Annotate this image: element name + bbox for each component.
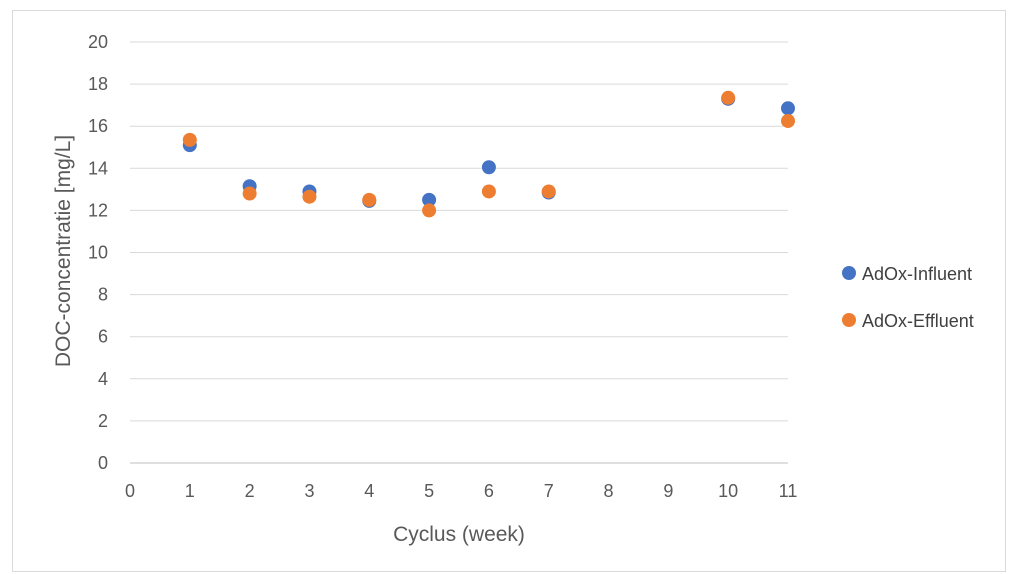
- y-tick-label-20: 20: [88, 32, 108, 52]
- x-tick-label-5: 5: [424, 481, 434, 501]
- point-adox-effluent-5: [422, 203, 437, 218]
- x-tick-label-7: 7: [544, 481, 554, 501]
- point-adox-effluent-4: [362, 192, 377, 207]
- x-tick-label-2: 2: [245, 481, 255, 501]
- y-tick-label-10: 10: [88, 243, 108, 263]
- point-adox-influent-5: [422, 192, 437, 207]
- y-tick-label-4: 4: [98, 369, 108, 389]
- point-adox-influent-11: [781, 101, 795, 116]
- x-tick-label-9: 9: [663, 481, 673, 501]
- y-tick-label-14: 14: [88, 158, 108, 178]
- x-tick-label-4: 4: [364, 481, 374, 501]
- x-tick-label-11: 11: [779, 481, 798, 501]
- x-tick-label-0: 0: [125, 481, 135, 501]
- x-tick-label-3: 3: [304, 481, 314, 501]
- data-points: [182, 90, 795, 218]
- legend: AdOx-Influent AdOx-Effluent: [842, 264, 974, 331]
- legend-marker-adox-influent: [842, 266, 856, 280]
- point-adox-effluent-3: [302, 189, 317, 204]
- point-adox-effluent-2: [242, 186, 257, 201]
- y-tick-label-16: 16: [88, 116, 108, 136]
- y-tick-label-8: 8: [98, 285, 108, 305]
- y-tick-label-6: 6: [98, 327, 108, 347]
- x-tick-label-6: 6: [484, 481, 494, 501]
- point-adox-effluent-6: [481, 184, 496, 199]
- x-tick-label-1: 1: [185, 481, 195, 501]
- y-tick-label-0: 0: [98, 453, 108, 473]
- x-tick-labels: 0 1 2 3 4 5 6 7 8 9 10 11: [125, 481, 797, 501]
- point-adox-effluent-11: [781, 113, 795, 128]
- y-tick-label-18: 18: [88, 74, 108, 94]
- y-axis-title: DOC-concentratie [mg/L]: [52, 135, 75, 367]
- legend-marker-adox-effluent: [842, 313, 856, 327]
- legend-label-adox-influent: AdOx-Influent: [862, 264, 972, 284]
- y-tick-label-12: 12: [88, 200, 108, 220]
- y-tick-labels: 0 2 4 6 8 10 12 14 16 18 20: [88, 32, 108, 473]
- legend-label-adox-effluent: AdOx-Effluent: [862, 311, 974, 331]
- chart-frame: [12, 10, 1006, 572]
- x-tick-label-8: 8: [604, 481, 614, 501]
- point-adox-effluent-7: [541, 184, 556, 199]
- x-tick-label-10: 10: [718, 481, 738, 501]
- point-adox-effluent-10: [721, 90, 736, 105]
- point-adox-effluent-1: [182, 132, 197, 147]
- point-adox-influent-6: [481, 160, 496, 175]
- y-tick-label-2: 2: [98, 411, 108, 431]
- gridlines: [130, 41, 788, 422]
- x-axis-title: Cyclus (week): [393, 523, 525, 546]
